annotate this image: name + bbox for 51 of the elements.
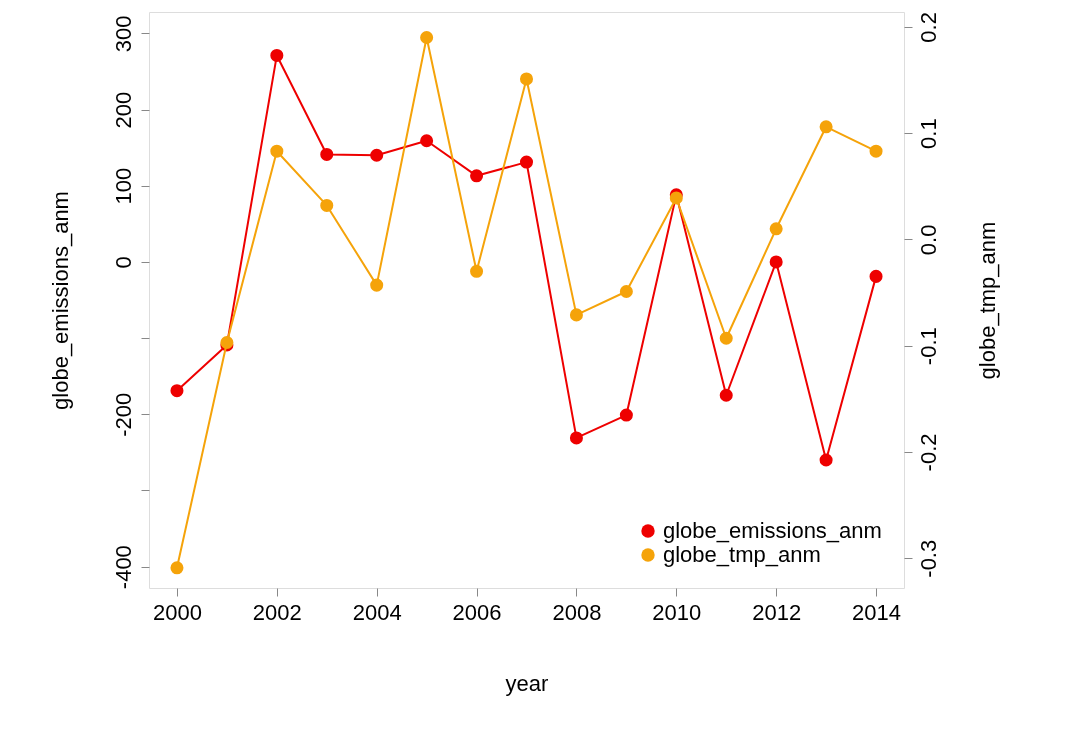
y2-tick-label: 0.0	[915, 224, 941, 256]
point	[819, 453, 833, 467]
y-tick-label: 300	[110, 15, 136, 53]
y-tick-label: 200	[110, 91, 136, 129]
point	[619, 408, 633, 422]
x-tick-label: 2012	[752, 599, 802, 625]
point	[470, 264, 484, 278]
point	[370, 148, 384, 162]
x-tick-label: 2008	[552, 599, 602, 625]
x-axis-title: year	[505, 670, 549, 696]
y2-tick-label: 0.1	[915, 118, 941, 149]
y2-tick-label: -0.1	[915, 327, 941, 366]
point	[569, 308, 583, 322]
x-tick-label: 2002	[252, 599, 302, 625]
y-tick-label: -200	[110, 392, 136, 437]
x-tick-label: 2006	[452, 599, 502, 625]
y-axis-title: globe_emissions_anm	[47, 191, 73, 410]
point	[819, 120, 833, 134]
point	[370, 278, 384, 292]
point	[270, 48, 284, 62]
point	[170, 561, 184, 575]
y2-tick-label: -0.3	[915, 539, 941, 578]
y-tick-label: 100	[110, 167, 136, 205]
point	[869, 144, 883, 158]
x-tick-label: 2014	[852, 599, 902, 625]
point	[619, 284, 633, 298]
point	[470, 169, 484, 183]
point	[769, 255, 783, 269]
point	[719, 388, 733, 402]
point	[170, 384, 184, 398]
point	[270, 144, 284, 158]
point	[420, 31, 434, 45]
legend-label: globe_emissions_anm	[663, 518, 882, 543]
point	[719, 331, 733, 345]
y2-tick-label: -0.2	[915, 433, 941, 472]
x-tick-label: 2010	[652, 599, 702, 625]
y2-tick-label: 0.2	[915, 12, 941, 43]
point	[519, 72, 534, 86]
point	[569, 431, 583, 445]
y2-axis-title: globe_tmp_anm	[974, 221, 1000, 380]
point	[320, 147, 334, 161]
point	[420, 134, 434, 148]
point	[519, 155, 534, 169]
x-tick-label: 2000	[152, 599, 202, 625]
y-tick-label: 0	[110, 256, 136, 269]
legend-label: globe_tmp_anm	[663, 542, 821, 567]
point	[869, 269, 883, 283]
point	[769, 222, 783, 236]
x-tick-label: 2004	[352, 599, 402, 625]
point	[320, 198, 334, 212]
y-tick-label: -400	[110, 545, 136, 590]
